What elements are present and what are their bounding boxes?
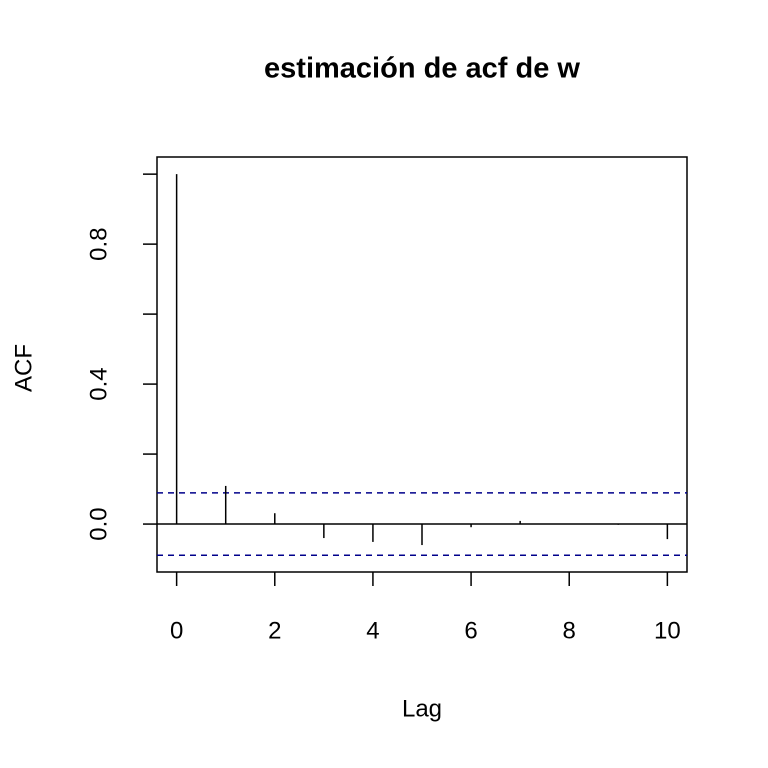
x-tick-label: 8	[563, 617, 576, 644]
y-axis-label: ACF	[10, 344, 37, 392]
x-tick-label: 4	[366, 617, 379, 644]
x-tick-label: 0	[170, 617, 183, 644]
x-tick-label: 10	[654, 617, 681, 644]
x-tick-label: 2	[268, 617, 281, 644]
chart-title: estimación de acf de w	[264, 53, 580, 85]
y-tick-label: 0.4	[85, 367, 112, 400]
x-tick-label: 6	[464, 617, 477, 644]
y-tick-label: 0.8	[85, 227, 112, 260]
plot-frame	[156, 156, 688, 573]
y-tick-label: 0.0	[85, 507, 112, 540]
x-axis-label: Lag	[402, 695, 442, 722]
